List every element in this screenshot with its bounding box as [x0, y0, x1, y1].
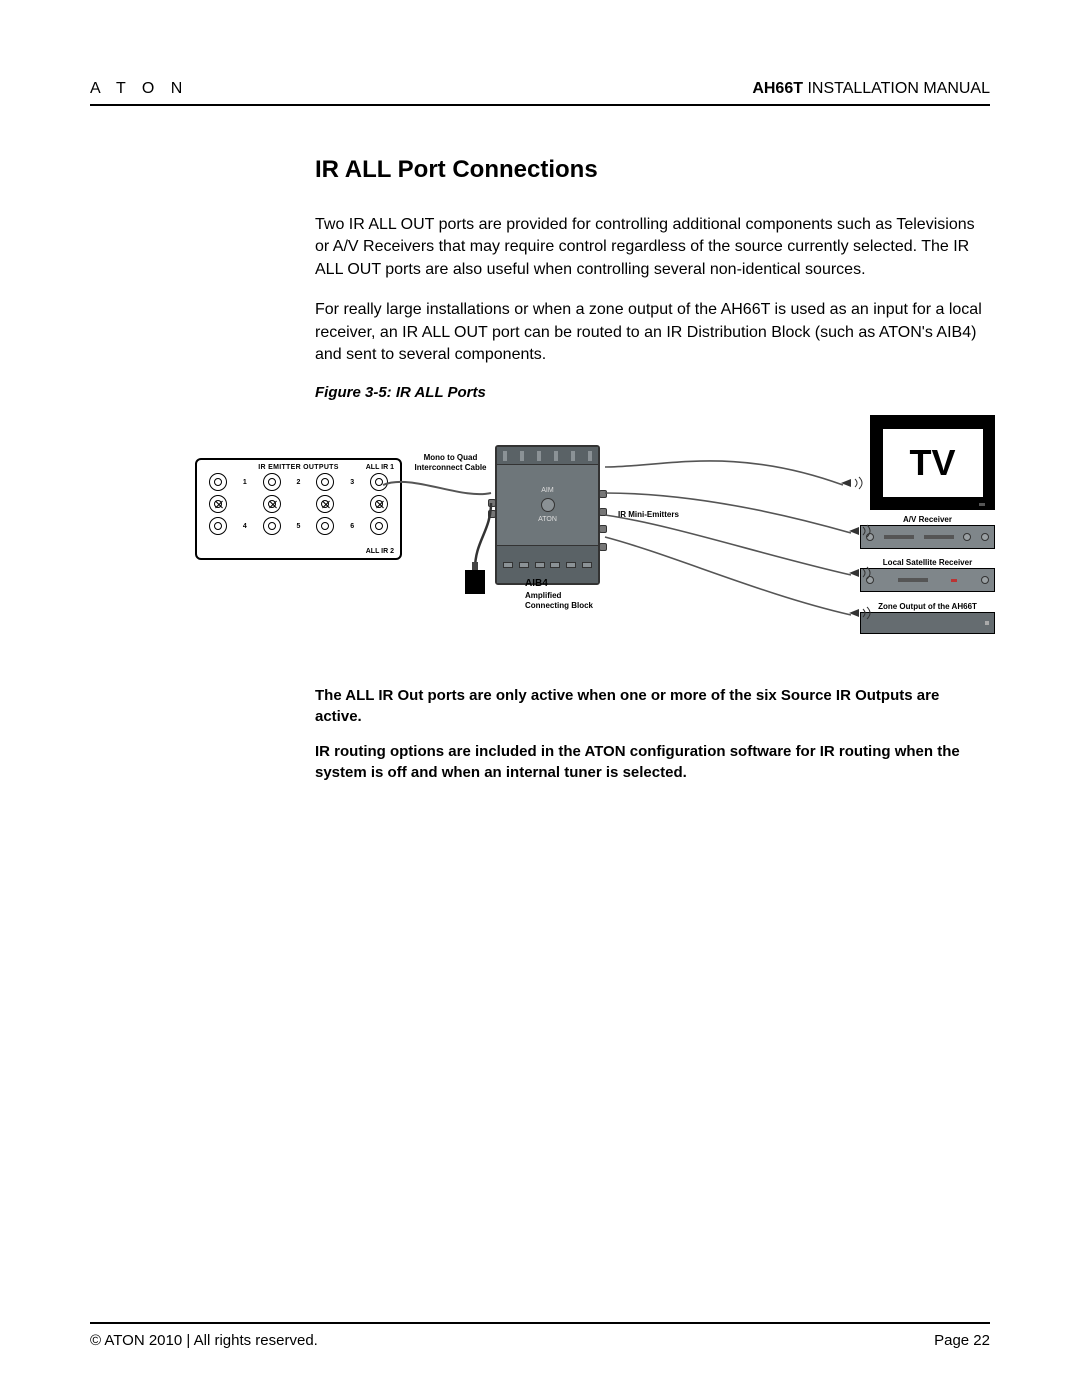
- section-heading: IR ALL Port Connections: [315, 156, 990, 184]
- aib4-device: AIM ATON: [495, 445, 600, 585]
- zone-output-label: Zone Output of the AH66T: [861, 601, 994, 612]
- satellite-receiver-label: Local Satellite Receiver: [861, 557, 994, 568]
- ir-port-6: [316, 517, 334, 535]
- doc-type-label: INSTALLATION MANUAL: [803, 80, 990, 97]
- zone-output-device: Zone Output of the AH66T: [860, 612, 995, 634]
- ir-all-2-port: [370, 517, 388, 535]
- tv-device: TV: [870, 415, 995, 510]
- ir-port-2: [263, 473, 281, 491]
- ir-port-x2: [263, 495, 281, 513]
- aib4-body: AIM ATON: [497, 465, 598, 545]
- ir-ports-row-middle: [197, 493, 400, 515]
- aib4-aim-label: AIM: [541, 487, 553, 494]
- aib4-aton-label: ATON: [538, 516, 557, 523]
- ir-port-5: [263, 517, 281, 535]
- av-receiver-label: A/V Receiver: [861, 514, 994, 525]
- wire-plug-to-aib4: [473, 501, 499, 571]
- ir-ports-row-2: 4 5 6 ALL IR 2: [197, 515, 400, 537]
- all-ir-1-label: ALL IR 1: [366, 464, 394, 471]
- ir-port-4: [209, 517, 227, 535]
- page-header: A T O N AH66T INSTALLATION MANUAL: [90, 80, 990, 106]
- note-1: The ALL IR Out ports are only active whe…: [315, 685, 990, 727]
- main-content: IR ALL Port Connections Two IR ALL OUT p…: [315, 156, 990, 783]
- wires-aib4-to-components: [603, 455, 873, 635]
- figure-container: IR EMITTER OUTPUTS 1 2 3 ALL IR 1 4 5: [195, 415, 995, 645]
- all-ir-2-label: ALL IR 2: [366, 548, 394, 555]
- aib4-subtitle: Amplified Connecting Block: [525, 591, 593, 609]
- ir-port-x3: [316, 495, 334, 513]
- page-footer: © ATON 2010 | All rights reserved. Page …: [90, 1322, 990, 1349]
- cable-label: Mono to Quad Interconnect Cable: [413, 453, 488, 471]
- figure-3-5: IR EMITTER OUTPUTS 1 2 3 ALL IR 1 4 5: [195, 415, 995, 645]
- note-2: IR routing options are included in the A…: [315, 741, 990, 783]
- ir-port-3: [316, 473, 334, 491]
- copyright-text: © ATON 2010 | All rights reserved.: [90, 1332, 318, 1349]
- ir-ports-row-1: 1 2 3 ALL IR 1: [197, 471, 400, 493]
- aib4-top-ports: [497, 447, 598, 465]
- aib4-name-label: AIB4: [525, 578, 548, 589]
- ir-port-x1: [209, 495, 227, 513]
- ir-emitter-block: IR EMITTER OUTPUTS 1 2 3 ALL IR 1 4 5: [195, 458, 402, 560]
- aib4-center-dot: [541, 498, 555, 512]
- paragraph-1: Two IR ALL OUT ports are provided for co…: [315, 214, 990, 281]
- tv-screen-label: TV: [883, 429, 983, 497]
- brand-label: A T O N: [90, 80, 188, 98]
- page-number: Page 22: [934, 1332, 990, 1349]
- paragraph-2: For really large installations or when a…: [315, 299, 990, 366]
- document-title: AH66T INSTALLATION MANUAL: [752, 80, 990, 98]
- figure-caption: Figure 3-5: IR ALL Ports: [315, 384, 990, 401]
- ir-port-1: [209, 473, 227, 491]
- av-receiver-device: A/V Receiver: [860, 525, 995, 549]
- power-plug-icon: [465, 570, 485, 594]
- satellite-receiver-device: Local Satellite Receiver: [860, 568, 995, 592]
- product-code: AH66T: [752, 80, 803, 97]
